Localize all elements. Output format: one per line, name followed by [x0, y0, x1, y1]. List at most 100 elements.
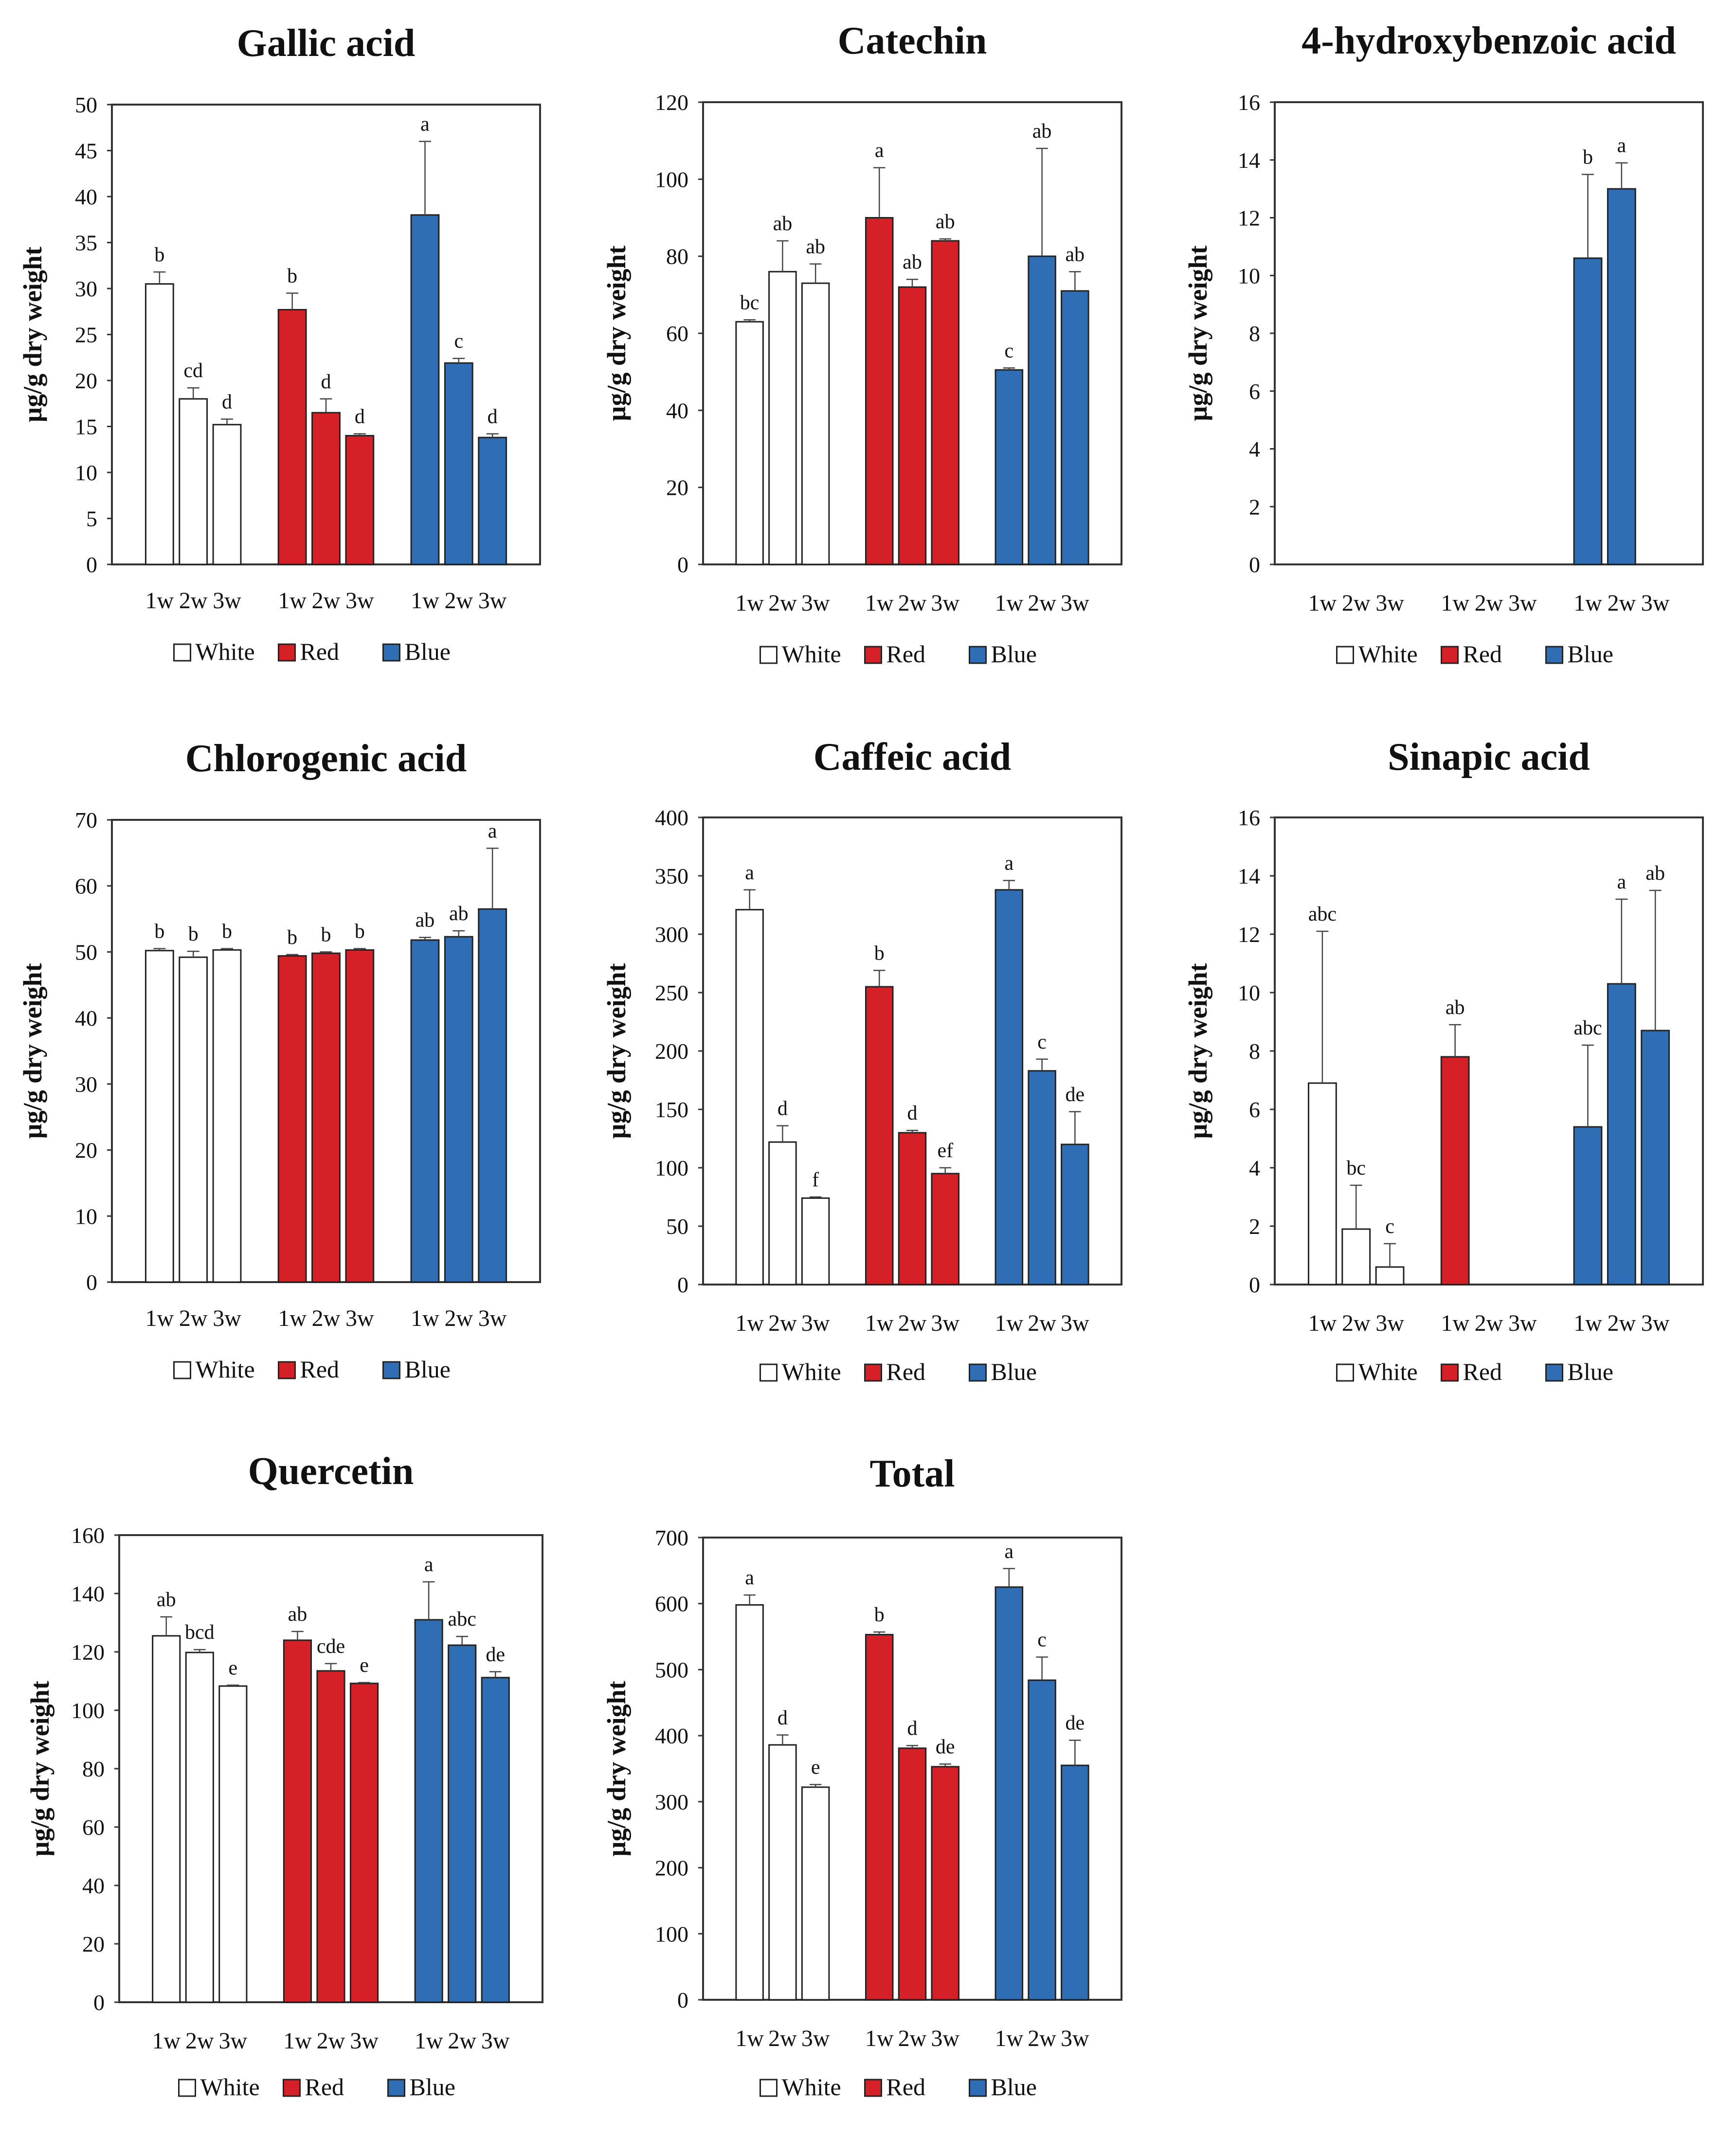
significance-letter: ab — [1446, 996, 1465, 1019]
y-tick-label: 250 — [655, 980, 688, 1005]
significance-letter: e — [229, 1657, 238, 1679]
y-tick-label: 140 — [71, 1581, 105, 1606]
x-tick-label: 2w — [1475, 1310, 1503, 1336]
significance-letter: b — [287, 926, 297, 949]
significance-letter: c — [1005, 340, 1014, 362]
significance-letter: ef — [937, 1140, 953, 1162]
bar-blue-2w — [1028, 1679, 1056, 2001]
significance-letter: d — [321, 371, 331, 393]
bar-red-2w — [898, 1132, 927, 1286]
x-tick-label: 1w — [865, 2026, 894, 2051]
legend-swatch-blue — [969, 1363, 987, 1382]
bar-blue-3w — [1061, 1143, 1089, 1286]
bar-red-3w — [345, 949, 375, 1283]
x-tick-label: 2w — [179, 1305, 208, 1331]
bar-red-2w — [898, 286, 927, 565]
legend-label: Blue — [991, 2073, 1037, 2101]
legend-label: Red — [1463, 640, 1502, 668]
bar-red-1w — [865, 1634, 894, 2001]
bar-blue-3w — [478, 436, 507, 565]
x-tick-label: 2w — [1028, 590, 1056, 616]
legend-swatch-white — [1336, 1363, 1354, 1382]
x-tick-label: 3w — [1375, 590, 1404, 616]
y-tick-label: 14 — [1238, 864, 1260, 888]
bar-red-3w — [931, 240, 960, 565]
bar-white-2w — [768, 1141, 797, 1286]
bar-blue-1w — [995, 369, 1024, 565]
bar-blue-2w — [444, 936, 473, 1283]
y-tick-label: 300 — [655, 922, 688, 947]
x-tick-label: 3w — [931, 590, 959, 616]
y-tick-label: 4 — [1249, 1156, 1260, 1180]
bar-blue-2w — [1028, 255, 1056, 565]
y-tick-label: 0 — [677, 552, 688, 577]
y-tick-label: 40 — [75, 184, 97, 209]
bar-blue-1w — [410, 214, 440, 565]
significance-letter: b — [222, 921, 232, 943]
y-tick-label: 350 — [655, 864, 688, 888]
legend-swatch-red — [278, 1361, 296, 1379]
bar-blue-1w — [414, 1619, 443, 2003]
legend-label: White — [1358, 1358, 1418, 1385]
chart-title: Chlorogenic acid — [185, 737, 467, 780]
y-tick-label: 80 — [82, 1757, 105, 1781]
legend-label: Red — [886, 1358, 926, 1385]
y-tick-label: 400 — [655, 1723, 688, 1748]
bar-white-3w — [801, 1197, 830, 1286]
significance-letter: ab — [936, 211, 955, 233]
x-tick-label: 2w — [312, 1305, 341, 1331]
significance-letter: c — [1037, 1629, 1047, 1651]
x-tick-label: 1w — [1441, 1310, 1469, 1336]
legend-swatch-blue — [382, 643, 400, 662]
legend-swatch-blue — [382, 1361, 400, 1379]
y-tick-label: 700 — [655, 1525, 688, 1550]
significance-letter: b — [874, 1604, 885, 1626]
significance-letter: a — [488, 820, 497, 842]
x-tick-label: 3w — [801, 590, 830, 616]
significance-letter: abc — [1308, 903, 1337, 925]
x-tick-label: 1w — [1441, 590, 1469, 616]
bar-red-1w — [283, 1639, 312, 2003]
significance-letter: cde — [317, 1635, 345, 1658]
bar-white-2w — [768, 1744, 797, 2001]
y-tick-label: 6 — [1249, 1097, 1260, 1122]
legend-label: White — [1358, 640, 1418, 668]
x-tick-label: 1w — [152, 2028, 181, 2054]
significance-letter: a — [1005, 1540, 1014, 1563]
y-tick-label: 0 — [677, 1988, 688, 2012]
legend-label: Blue — [1568, 1358, 1613, 1385]
y-tick-label: 100 — [655, 1156, 688, 1180]
chart-title: Caffeic acid — [814, 736, 1012, 779]
x-tick-label: 3w — [213, 588, 241, 614]
x-tick-label: 2w — [768, 1310, 797, 1336]
x-tick-label: 2w — [898, 590, 927, 616]
y-axis-label: µg/g dry weight — [1183, 245, 1212, 421]
legend-swatch-blue — [969, 2079, 987, 2097]
bar-white-3w — [801, 282, 830, 565]
significance-letter: bc — [740, 291, 760, 314]
y-tick-label: 10 — [1238, 980, 1260, 1005]
significance-letter: bc — [1346, 1157, 1366, 1179]
y-tick-label: 200 — [655, 1856, 688, 1881]
x-tick-label: 2w — [1607, 590, 1636, 616]
legend-label: White — [782, 1358, 841, 1385]
significance-letter: de — [936, 1736, 955, 1758]
legend-swatch-white — [1336, 646, 1354, 664]
x-tick-label: 1w — [995, 590, 1024, 616]
y-tick-label: 14 — [1238, 148, 1260, 173]
significance-letter: bcd — [185, 1621, 215, 1644]
y-tick-label: 80 — [666, 244, 688, 269]
bar-blue-3w — [1641, 1030, 1670, 1286]
bar-blue-2w — [1607, 188, 1636, 565]
significance-letter: a — [1617, 135, 1626, 157]
legend-label: Blue — [991, 1358, 1037, 1385]
significance-letter: b — [1583, 146, 1593, 168]
bar-white-1w — [735, 909, 764, 1286]
x-tick-label: 3w — [213, 1305, 241, 1331]
bar-red-3w — [931, 1766, 960, 2001]
significance-letter: cd — [183, 360, 203, 382]
significance-letter: ab — [773, 213, 793, 235]
legend-swatch-red — [864, 646, 882, 664]
bar-red-2w — [316, 1670, 345, 2003]
